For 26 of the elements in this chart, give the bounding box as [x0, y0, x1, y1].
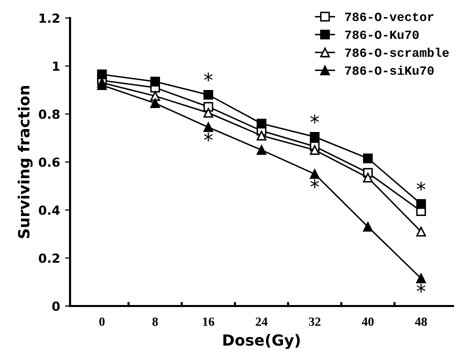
y-tick-label: 0.2: [38, 253, 60, 263]
y-tick-label: 0.4: [38, 205, 60, 215]
y-tick-label: 0.8: [38, 109, 60, 119]
annotation: *: [310, 114, 319, 124]
y-tick-label: 0.6: [38, 157, 60, 167]
y-tick-label: 0: [52, 301, 60, 311]
legend-label: 786-O-scramble: [345, 48, 449, 57]
x-tick-label: 16: [203, 318, 214, 326]
y-axis-title: Surviving fraction: [18, 86, 33, 238]
x-tick-label: 40: [362, 317, 374, 326]
annotation: *: [416, 284, 426, 293]
legend-label: 786-O-siKu70: [345, 66, 434, 75]
annotation: *: [204, 72, 213, 82]
x-tick-label: 0: [99, 317, 105, 326]
x-tick-label: 32: [308, 318, 320, 326]
annotation: *: [310, 179, 319, 188]
x-tick-label: 48: [415, 317, 427, 326]
annotation: *: [416, 182, 426, 191]
x-tick-label: 8: [152, 317, 158, 326]
legend-label: 786-O-Ku70: [345, 30, 419, 40]
y-tick-label: 1: [53, 62, 60, 71]
x-tick-label: 24: [256, 318, 268, 326]
legend-label: 786-O-vector: [345, 12, 434, 22]
annotation: *: [204, 132, 213, 142]
y-tick-label: 1.2: [40, 13, 60, 23]
x-axis-title: Dose(Gy): [223, 334, 300, 349]
